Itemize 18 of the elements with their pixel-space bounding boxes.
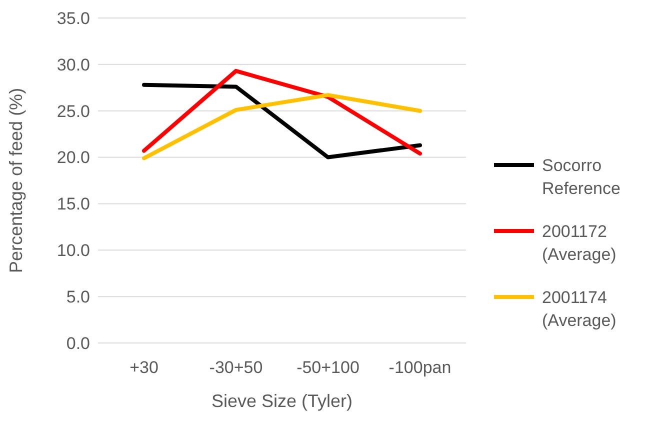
y-axis-title: Percentage of feed (%) xyxy=(6,88,26,274)
y-tick-label: 30.0 xyxy=(56,55,90,74)
x-axis-title: Sieve Size (Tyler) xyxy=(211,391,353,411)
x-tick-label: +30 xyxy=(130,358,158,377)
x-tick-label: -30+50 xyxy=(209,358,263,377)
x-tick-label: -50+100 xyxy=(296,358,360,377)
line-series xyxy=(142,68,422,156)
y-tick-label: 25.0 xyxy=(56,102,90,121)
y-tick-label: 20.0 xyxy=(56,148,90,168)
legend-label: Socorro Reference xyxy=(542,156,620,198)
y-tick-label: 10.0 xyxy=(56,241,90,260)
y-tick-label: 35.0 xyxy=(56,8,90,28)
x-tick-label: -100pan xyxy=(388,358,452,377)
legend-label: 2001172 (Average) xyxy=(542,222,616,264)
y-tick-label: 15.0 xyxy=(56,194,90,214)
legend-label: 2001174 (Average) xyxy=(542,288,616,330)
y-tick-label: 5.0 xyxy=(66,288,90,307)
y-tick-label: 0.0 xyxy=(66,334,90,353)
